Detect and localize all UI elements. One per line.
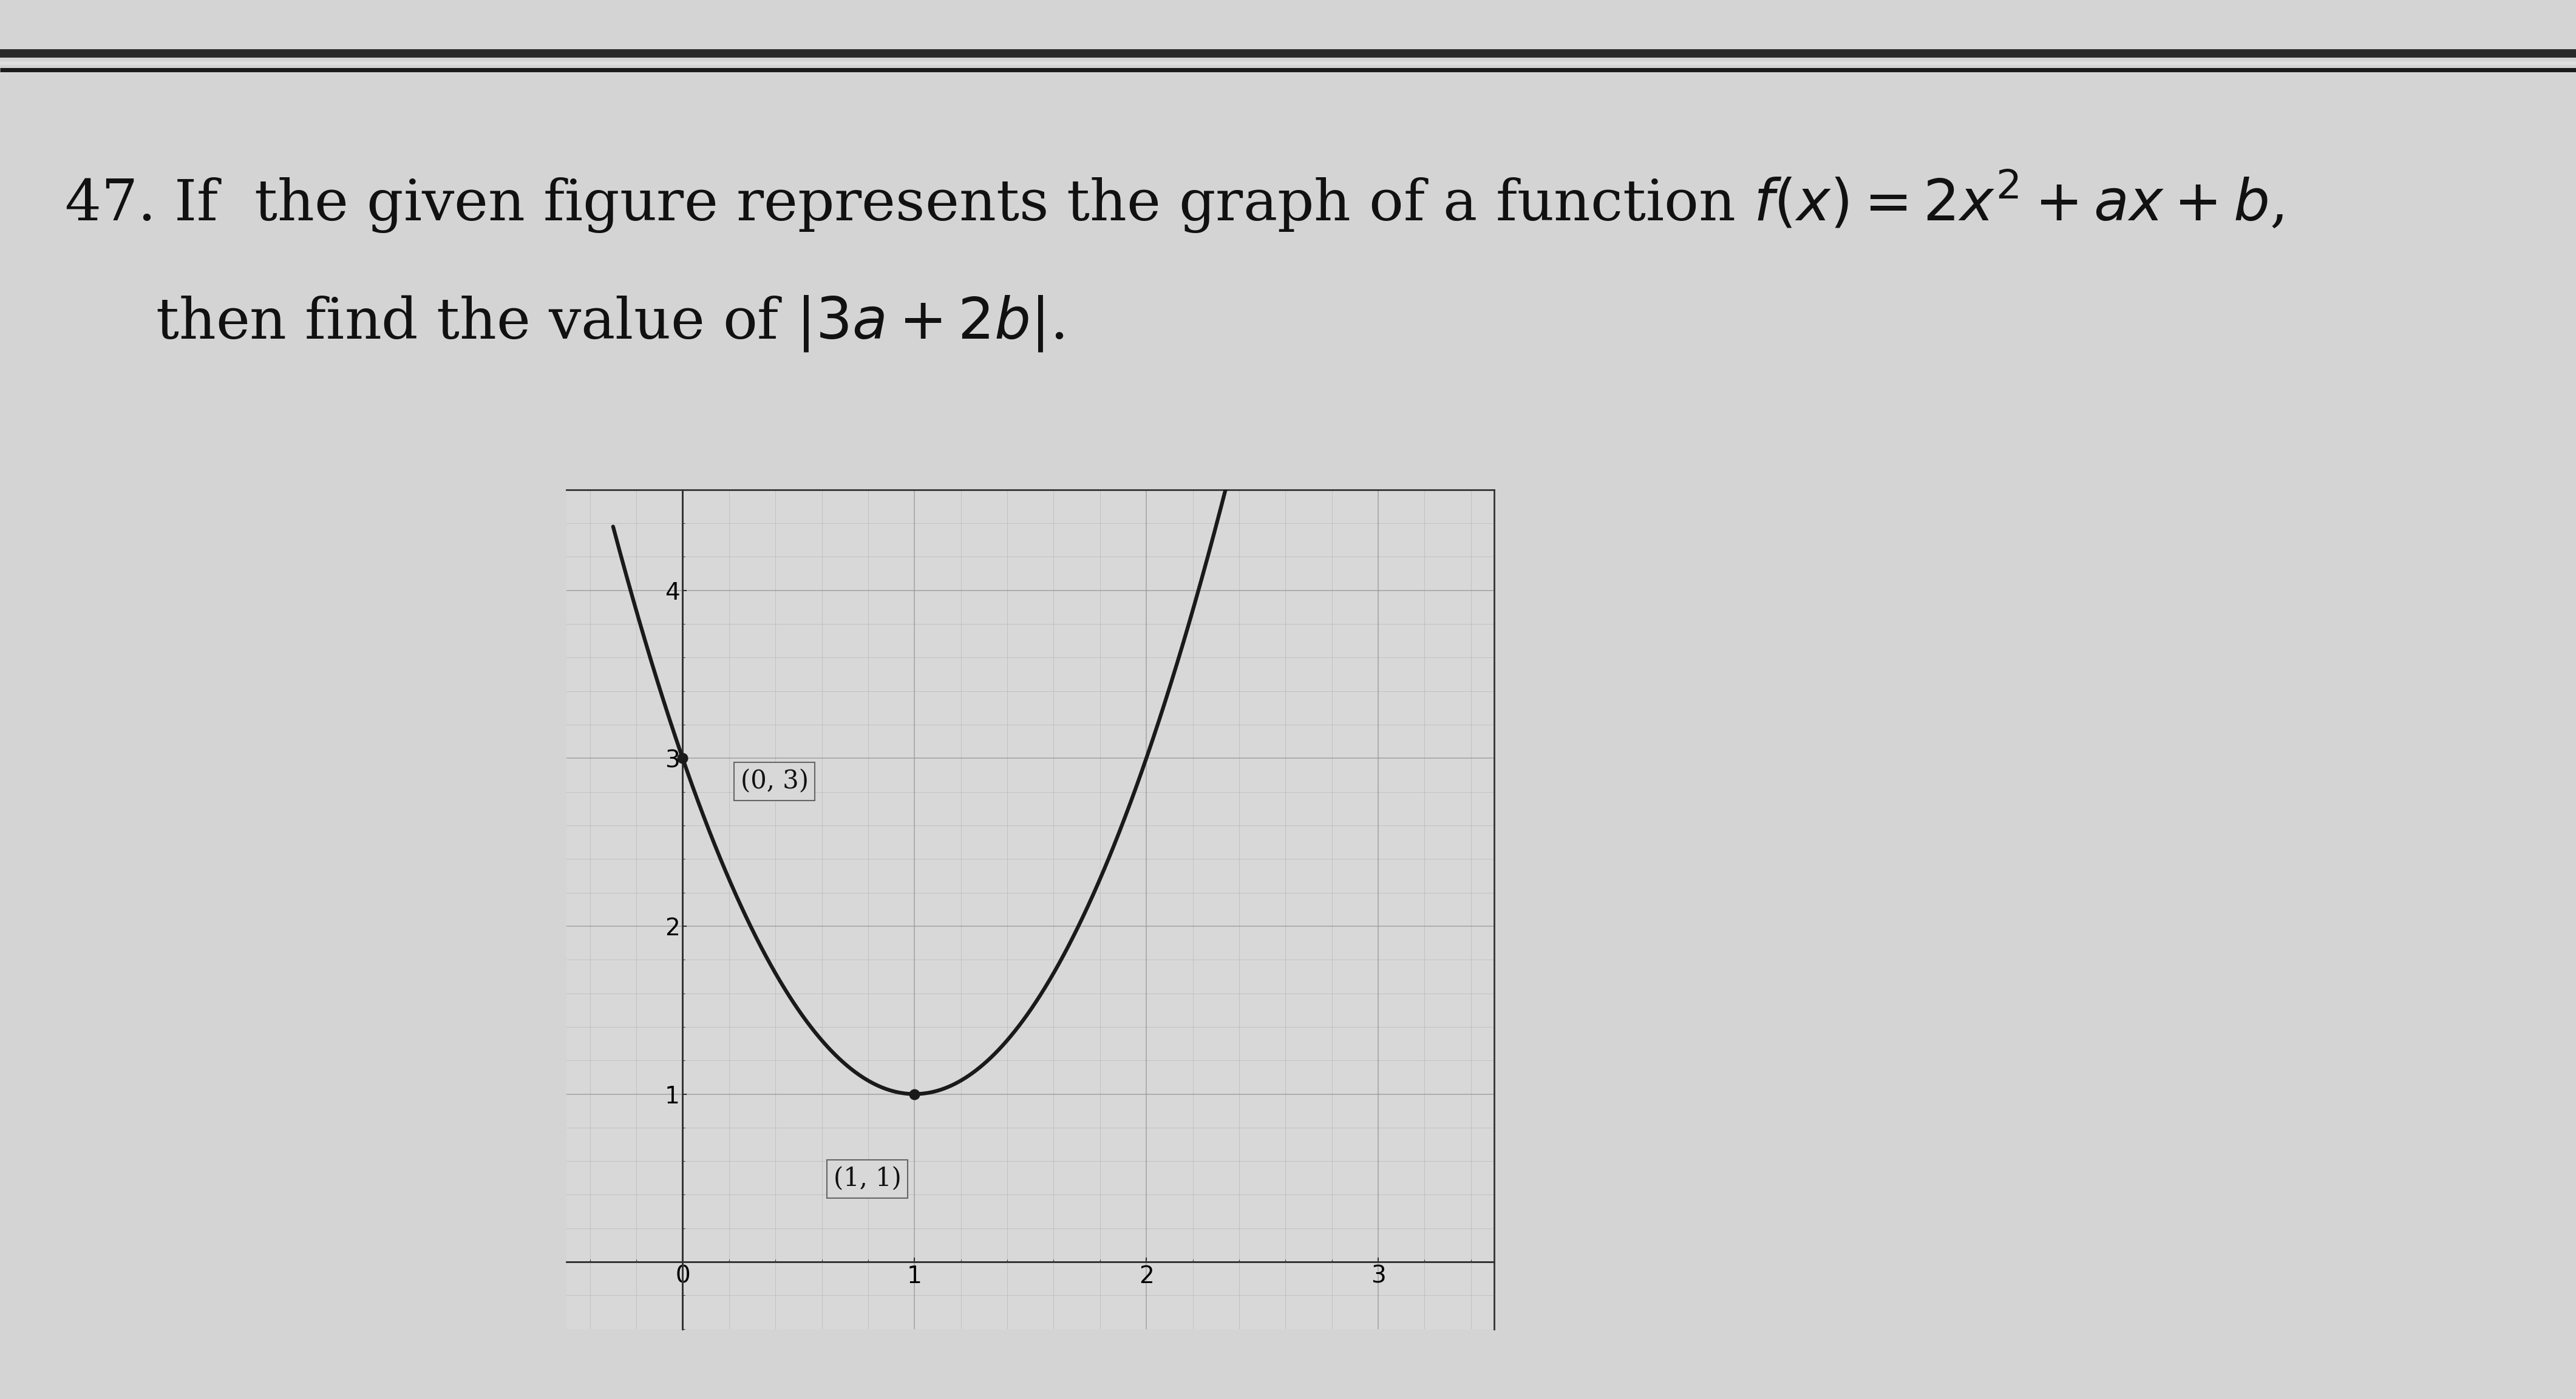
- Text: then find the value of $|3a + 2b|$.: then find the value of $|3a + 2b|$.: [64, 294, 1064, 354]
- Text: (0, 3): (0, 3): [742, 768, 809, 795]
- Text: 47. If  the given figure represents the graph of a function $f(x) = 2x^2 + ax + : 47. If the given figure represents the g…: [64, 168, 2282, 235]
- Text: (1, 1): (1, 1): [835, 1167, 902, 1192]
